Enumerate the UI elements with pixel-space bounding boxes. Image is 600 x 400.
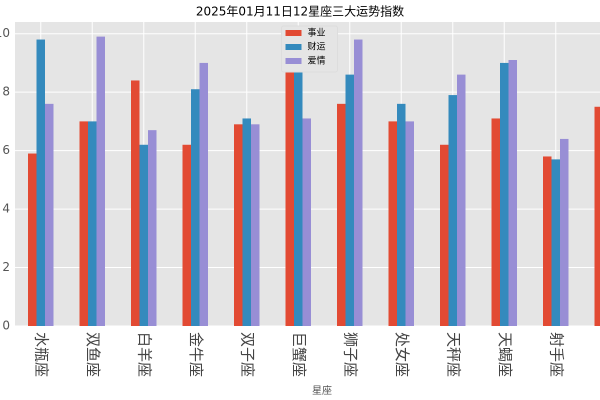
x-tick-label: 处女座: [393, 332, 411, 377]
y-tick-label: 0: [2, 319, 10, 333]
x-tick-label: 金牛座: [187, 332, 205, 377]
bar: [388, 121, 397, 326]
bar: [79, 121, 88, 326]
legend-label: 财运: [308, 41, 326, 53]
legend-swatch: [285, 44, 302, 50]
bar: [448, 95, 457, 326]
bar: [234, 124, 243, 326]
bar: [285, 45, 294, 327]
x-tick-label: 双子座: [238, 332, 256, 377]
bar: [139, 144, 148, 326]
x-tick-label: 射手座: [547, 332, 565, 377]
bar: [28, 153, 37, 326]
y-tick-label: 6: [2, 143, 10, 157]
y-tick-label: 4: [2, 202, 10, 216]
bar: [96, 36, 105, 326]
bar: [397, 103, 406, 326]
y-tick-label: 2: [2, 260, 10, 274]
bar: [337, 103, 346, 326]
bar: [508, 60, 517, 326]
x-axis-label: 星座: [312, 384, 332, 397]
x-tick-label: 狮子座: [341, 332, 359, 377]
bar: [551, 159, 560, 326]
bar: [191, 89, 200, 326]
x-tick-label: 双鱼座: [84, 332, 102, 377]
bar: [131, 80, 140, 326]
x-tick-label: 白羊座: [135, 332, 153, 377]
bar: [88, 121, 97, 326]
x-tick-label: 摩羯座: [599, 332, 600, 377]
chart-title: 2025年01月11日12星座三大运势指数: [196, 4, 404, 19]
bar: [440, 144, 449, 326]
bar: [594, 106, 600, 327]
bar: [199, 62, 208, 327]
y-tick-label: 8: [2, 85, 10, 99]
bar: [294, 48, 303, 327]
bar: [405, 121, 414, 326]
bar: [251, 124, 260, 326]
bar: [302, 118, 311, 326]
legend-label: 事业: [308, 27, 326, 39]
bar: [242, 118, 251, 326]
legend-swatch: [285, 30, 302, 36]
legend-label: 爱情: [308, 55, 326, 67]
bar: [345, 74, 354, 326]
x-tick-label: 巨蟹座: [290, 332, 308, 377]
bar: [491, 118, 500, 326]
bar: [560, 138, 569, 326]
bar: [354, 39, 363, 327]
x-tick-label: 天蝎座: [496, 332, 514, 377]
bar: [182, 144, 191, 326]
y-tick-label: 10: [0, 26, 10, 40]
bar: [457, 74, 466, 326]
bar: [543, 156, 552, 326]
x-tick-label: 水瓶座: [32, 332, 50, 377]
bar: [148, 130, 157, 326]
legend-swatch: [285, 58, 302, 64]
x-tick-label: 天秤座: [444, 332, 462, 377]
bar: [45, 103, 54, 326]
bar: [36, 39, 45, 327]
bar: [500, 62, 509, 327]
